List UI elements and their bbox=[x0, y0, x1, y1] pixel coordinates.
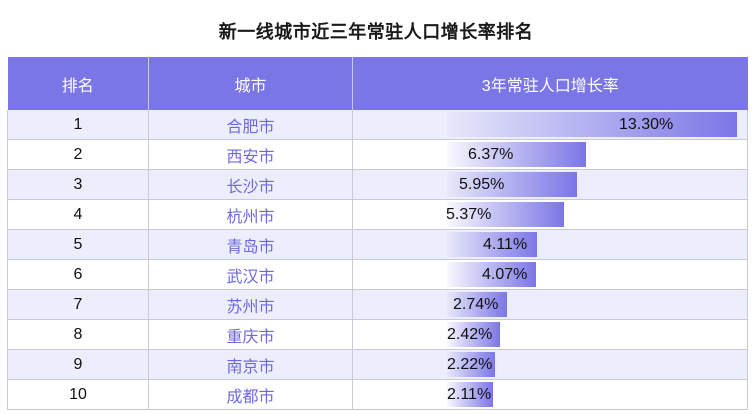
city-cell: 苏州市 bbox=[148, 289, 353, 320]
table-row[interactable]: 3 长沙市 5.95% bbox=[7, 169, 748, 200]
rank-cell: 8 bbox=[7, 319, 149, 350]
growth-rate-label: 5.95% bbox=[459, 175, 505, 193]
rank-cell: 4 bbox=[7, 199, 149, 230]
ranking-table: 排名 城市 3年常驻人口增长率 1 合肥市 13.30% 2 西安市 6.37% 3 长沙市 5… bbox=[7, 57, 748, 410]
rank-cell: 3 bbox=[7, 169, 149, 200]
growth-rate-label: 6.37% bbox=[468, 145, 514, 163]
table-row[interactable]: 6 武汉市 4.07% bbox=[7, 259, 748, 290]
table-row[interactable]: 1 合肥市 13.30% bbox=[7, 110, 748, 140]
growth-rate-cell: 13.30% bbox=[352, 110, 748, 140]
city-cell: 西安市 bbox=[148, 139, 353, 170]
table-row[interactable]: 7 苏州市 2.74% bbox=[7, 289, 748, 320]
chart-title: 新一线城市近三年常驻人口增长率排名 bbox=[218, 22, 534, 42]
rank-cell: 7 bbox=[7, 289, 149, 320]
growth-rate-cell: 6.37% bbox=[352, 139, 748, 170]
growth-rate-cell: 5.37% bbox=[352, 199, 748, 230]
growth-rate-cell: 5.95% bbox=[352, 169, 748, 200]
growth-rate-label: 5.37% bbox=[446, 205, 492, 223]
rank-cell: 2 bbox=[7, 139, 149, 170]
rank-cell: 6 bbox=[7, 259, 149, 290]
growth-rate-bar bbox=[447, 322, 500, 347]
growth-rate-cell: 2.42% bbox=[352, 319, 748, 350]
growth-rate-cell: 4.07% bbox=[352, 259, 748, 290]
growth-rate-bar bbox=[447, 232, 537, 257]
growth-rate-label: 2.74% bbox=[453, 295, 499, 313]
growth-rate-cell: 2.74% bbox=[352, 289, 748, 320]
table-row[interactable]: 5 青岛市 4.11% bbox=[7, 229, 748, 260]
growth-rate-label: 2.11% bbox=[447, 385, 492, 403]
column-header-growth-rate[interactable]: 3年常驻人口增长率 bbox=[352, 57, 748, 110]
growth-rate-bar bbox=[447, 382, 493, 407]
table-row[interactable]: 10 成都市 2.11% bbox=[7, 379, 748, 410]
growth-rate-cell: 2.11% bbox=[352, 379, 748, 410]
table-row[interactable]: 4 杭州市 5.37% bbox=[7, 199, 748, 230]
table-row[interactable]: 8 重庆市 2.42% bbox=[7, 319, 748, 350]
rank-cell: 1 bbox=[7, 110, 149, 140]
column-header-rank[interactable]: 排名 bbox=[7, 57, 149, 110]
growth-rate-label: 4.07% bbox=[482, 265, 528, 283]
growth-rate-label: 13.30% bbox=[619, 115, 674, 133]
city-cell: 杭州市 bbox=[148, 199, 353, 230]
column-header-city[interactable]: 城市 bbox=[148, 57, 353, 110]
city-cell: 合肥市 bbox=[148, 110, 353, 140]
growth-rate-bar bbox=[447, 172, 577, 197]
rank-cell: 10 bbox=[7, 379, 149, 410]
table-header-row: 排名 城市 3年常驻人口增长率 bbox=[7, 57, 748, 110]
growth-rate-label: 4.11% bbox=[483, 235, 528, 253]
city-cell: 长沙市 bbox=[148, 169, 353, 200]
growth-rate-bar bbox=[447, 262, 536, 287]
rank-cell: 9 bbox=[7, 349, 149, 380]
growth-rate-bar bbox=[447, 202, 564, 227]
rank-cell: 5 bbox=[7, 229, 149, 260]
city-cell: 南京市 bbox=[148, 349, 353, 380]
growth-rate-bar bbox=[447, 352, 495, 377]
city-cell: 武汉市 bbox=[148, 259, 353, 290]
growth-rate-cell: 2.22% bbox=[352, 349, 748, 380]
city-cell: 重庆市 bbox=[148, 319, 353, 350]
city-cell: 成都市 bbox=[148, 379, 353, 410]
growth-rate-bar bbox=[447, 112, 737, 137]
table-body: 1 合肥市 13.30% 2 西安市 6.37% 3 长沙市 5.95% 4 杭州市 5.37% 5 青岛… bbox=[7, 110, 748, 410]
growth-rate-bar bbox=[447, 142, 586, 167]
city-cell: 青岛市 bbox=[148, 229, 353, 260]
growth-rate-cell: 4.11% bbox=[352, 229, 748, 260]
growth-rate-bar bbox=[447, 292, 507, 317]
table-row[interactable]: 9 南京市 2.22% bbox=[7, 349, 748, 380]
table-row[interactable]: 2 西安市 6.37% bbox=[7, 139, 748, 170]
growth-rate-label: 2.42% bbox=[447, 325, 493, 343]
growth-rate-label: 2.22% bbox=[447, 355, 493, 373]
